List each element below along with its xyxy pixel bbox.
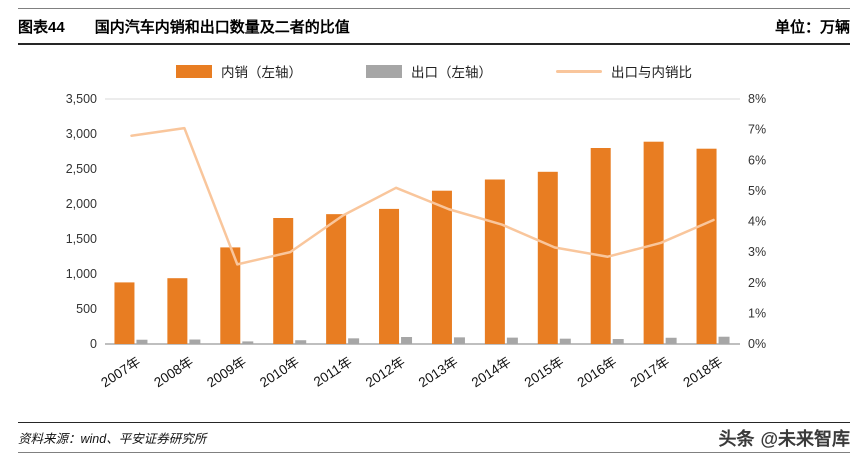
svg-text:1%: 1%: [748, 306, 766, 320]
svg-text:2008年: 2008年: [151, 354, 196, 390]
svg-text:500: 500: [76, 302, 97, 316]
legend-label-export: 出口（左轴）: [411, 65, 492, 80]
svg-text:2,500: 2,500: [66, 162, 97, 176]
legend-item-domestic: 内销（左轴）: [176, 61, 302, 81]
figure-title: 国内汽车内销和出口数量及二者的比值: [94, 18, 350, 36]
bottom-rule: [18, 452, 850, 453]
domestic-bar-swatch-icon: [176, 64, 212, 78]
svg-text:7%: 7%: [748, 123, 766, 137]
svg-text:2015年: 2015年: [522, 354, 567, 390]
svg-text:2011年: 2011年: [311, 354, 355, 390]
svg-text:2014年: 2014年: [469, 354, 514, 390]
legend-label-ratio: 出口与内销比: [611, 65, 692, 80]
unit-label: 单位：万辆: [774, 18, 850, 36]
figure-footer: 资料来源：wind、平安证券研究所 头条 @未来智库: [18, 423, 850, 452]
top-rule: [18, 8, 850, 9]
svg-text:1,000: 1,000: [66, 267, 97, 281]
footer-rule: [18, 422, 850, 423]
svg-text:5%: 5%: [748, 184, 766, 198]
export-bar-swatch-icon: [366, 64, 402, 78]
svg-text:3%: 3%: [748, 245, 766, 259]
brand-handle: @未来智库: [760, 428, 850, 449]
svg-text:4%: 4%: [748, 215, 766, 229]
svg-text:2010年: 2010年: [257, 354, 302, 390]
svg-text:2013年: 2013年: [416, 354, 461, 390]
figure-number: 图表44: [18, 18, 65, 36]
svg-text:2017年: 2017年: [628, 354, 673, 390]
ratio-line-swatch-icon: [556, 69, 602, 73]
header-rule: [18, 43, 850, 45]
dual-axis-bar-line-chart: 3,500 3,000 2,500 2,000 1,500 1,000 500 0 8% 7% 6%…: [66, 92, 766, 390]
svg-text:0%: 0%: [748, 337, 766, 351]
svg-text:2012年: 2012年: [363, 354, 408, 390]
chart-legend: 内销（左轴） 出口（左轴） 出口与内销比: [18, 60, 850, 82]
legend-item-export: 出口（左轴）: [366, 61, 492, 81]
svg-text:3,000: 3,000: [66, 127, 97, 141]
svg-text:1,500: 1,500: [66, 232, 97, 246]
svg-text:2%: 2%: [748, 276, 766, 290]
svg-text:2018年: 2018年: [680, 354, 725, 390]
svg-text:6%: 6%: [748, 153, 766, 167]
figure-header: 图表44 国内汽车内销和出口数量及二者的比值 单位：万辆: [18, 9, 850, 43]
legend-label-domestic: 内销（左轴）: [221, 65, 302, 80]
source-text: 资料来源：wind、平安证券研究所: [18, 432, 207, 446]
legend-item-ratio: 出口与内销比: [556, 61, 692, 81]
report-figure-page: 图表44 国内汽车内销和出口数量及二者的比值 单位：万辆 内销（左轴） 出口（左…: [0, 8, 868, 474]
svg-text:2007年: 2007年: [98, 354, 143, 390]
svg-text:0: 0: [90, 337, 97, 351]
svg-text:2009年: 2009年: [204, 354, 249, 390]
svg-text:8%: 8%: [748, 92, 766, 106]
svg-text:2016年: 2016年: [575, 354, 620, 390]
watermark-brand: 头条 @未来智库: [718, 425, 850, 451]
brand-name: 头条: [718, 428, 755, 449]
svg-text:2,000: 2,000: [66, 197, 97, 211]
svg-text:3,500: 3,500: [66, 92, 97, 106]
